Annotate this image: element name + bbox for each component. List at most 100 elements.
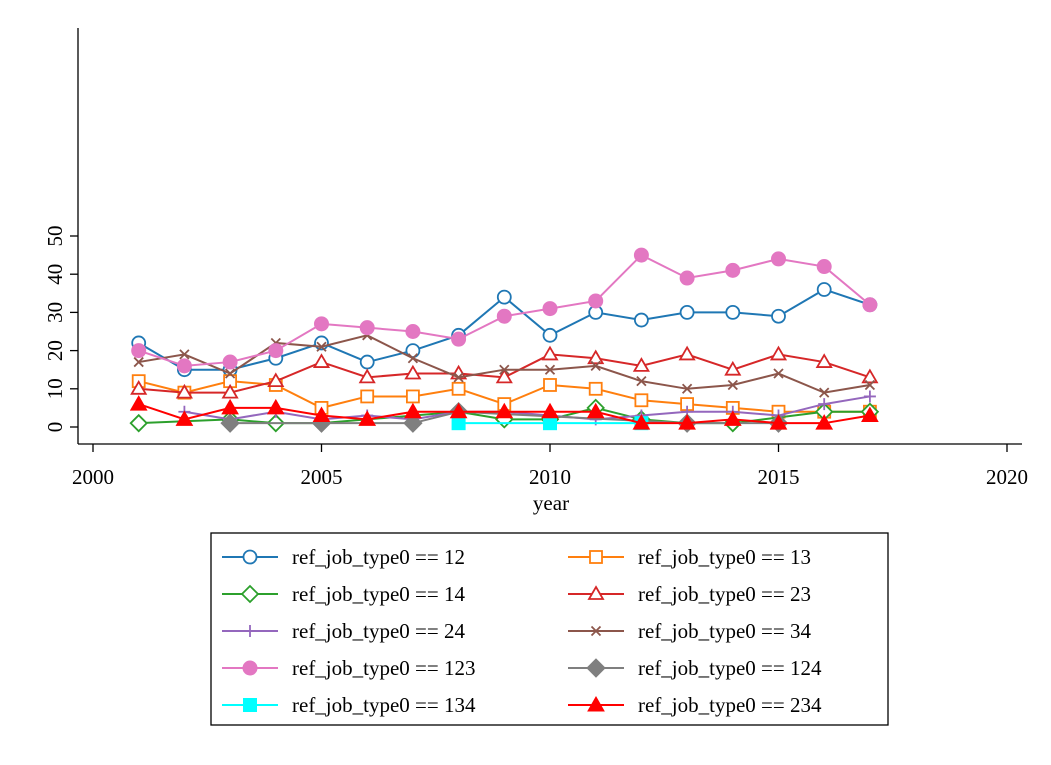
y-tick-label: 10	[43, 378, 67, 399]
data-point	[725, 262, 741, 278]
data-point	[544, 364, 556, 375]
data-point	[816, 282, 832, 297]
data-point	[863, 390, 876, 403]
legend-swatch-marker	[587, 585, 605, 600]
data-point	[541, 402, 559, 419]
data-point	[358, 368, 376, 384]
data-point	[404, 364, 422, 380]
legend-item: ref_job_type0 == 14	[222, 582, 465, 606]
data-point	[312, 406, 331, 423]
y-tick-label: 50	[43, 226, 67, 247]
data-point	[359, 320, 375, 336]
data-point	[220, 413, 240, 433]
series-8	[451, 416, 649, 431]
data-point	[496, 289, 512, 305]
series-line	[138, 334, 871, 394]
data-point	[724, 360, 742, 376]
data-point	[769, 345, 788, 361]
data-point	[769, 414, 788, 430]
data-point	[725, 304, 741, 320]
data-point	[590, 360, 601, 372]
legend-label: ref_job_type0 == 124	[638, 656, 822, 680]
legend-label: ref_job_type0 == 134	[292, 693, 476, 717]
legend-label: ref_job_type0 == 24	[292, 619, 465, 643]
data-point	[453, 372, 464, 383]
data-point	[588, 293, 604, 309]
data-point	[175, 383, 193, 399]
x-tick-label: 2010	[529, 465, 571, 489]
legend-item: ref_job_type0 == 34	[568, 619, 811, 643]
data-point	[541, 345, 559, 361]
data-point	[586, 402, 605, 419]
data-point	[587, 349, 605, 365]
data-point	[312, 353, 331, 368]
data-point	[771, 308, 786, 324]
data-point	[816, 259, 832, 275]
legend-item: ref_job_type0 == 134	[222, 693, 476, 717]
legend-label: ref_job_type0 == 23	[638, 582, 811, 606]
data-point	[129, 395, 148, 411]
data-point	[864, 379, 876, 391]
legend-label: ref_job_type0 == 12	[292, 545, 465, 569]
data-point	[359, 354, 375, 370]
legend-swatch-marker	[589, 550, 603, 564]
series-line	[184, 395, 871, 421]
data-point	[862, 297, 878, 313]
data-point	[407, 353, 419, 364]
data-point	[133, 356, 144, 368]
legend-item: ref_job_type0 == 234	[568, 693, 822, 717]
data-point	[495, 368, 513, 384]
legend-item: ref_job_type0 == 12	[222, 545, 465, 569]
data-point	[723, 410, 742, 426]
legend-label: ref_job_type0 == 234	[638, 693, 822, 717]
data-point	[495, 402, 514, 419]
data-point	[449, 402, 468, 419]
legend-swatch-marker	[242, 660, 258, 676]
data-point	[679, 304, 695, 320]
data-point	[861, 368, 879, 384]
legend-box	[210, 532, 889, 726]
series-3	[130, 345, 879, 399]
y-tick-label: 20	[43, 340, 67, 361]
legend-label: ref_job_type0 == 123	[292, 656, 475, 680]
data-point	[861, 406, 879, 423]
x-tick-label: 2020	[986, 465, 1028, 489]
data-point	[815, 353, 833, 368]
legend-swatch-marker	[242, 549, 258, 565]
legend-label: ref_job_type0 == 13	[638, 545, 811, 569]
x-axis-title: year	[533, 491, 569, 515]
data-point	[224, 368, 236, 379]
data-point	[179, 349, 190, 360]
data-point	[773, 368, 784, 379]
data-point	[221, 398, 239, 415]
legend-item: ref_job_type0 == 124	[568, 656, 822, 680]
data-point	[267, 372, 285, 388]
legend-label: ref_job_type0 == 34	[638, 619, 811, 643]
data-point	[360, 389, 375, 404]
data-point	[727, 379, 738, 391]
data-point	[176, 358, 192, 374]
data-point	[634, 393, 649, 408]
data-point	[633, 247, 649, 263]
data-point	[316, 341, 327, 352]
data-point	[268, 343, 284, 359]
data-point	[451, 331, 467, 347]
data-point	[542, 301, 558, 317]
series-5	[133, 330, 876, 398]
data-point	[131, 343, 147, 359]
data-point	[314, 316, 329, 332]
legend-item: ref_job_type0 == 23	[568, 582, 811, 606]
y-tick-label: 40	[43, 264, 67, 285]
series-6	[131, 247, 878, 374]
data-point	[451, 381, 466, 396]
data-point	[634, 312, 649, 328]
x-tick-label: 2015	[758, 465, 800, 489]
legend: ref_job_type0 == 12 ref_job_type0 == 13 re…	[210, 532, 889, 726]
data-point	[266, 398, 285, 415]
data-point	[679, 270, 695, 286]
plot-area	[129, 247, 880, 433]
legend-swatch-marker	[243, 698, 257, 712]
data-point	[404, 402, 422, 419]
data-point	[543, 416, 557, 431]
